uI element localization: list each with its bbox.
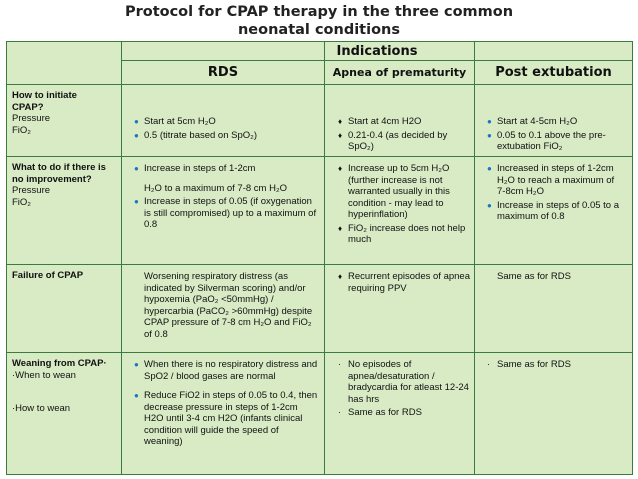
cell-text: 0.05 to 0.1 above the pre-extubation FiO… — [497, 129, 606, 153]
cell-text: Same as for RDS — [497, 359, 571, 370]
cell-text: Start at 4cm H2O — [348, 116, 422, 127]
row-label-line: What to do if there is — [12, 162, 106, 173]
cell-text: Increase up to 5cm H₂O (further increase… — [348, 163, 450, 220]
cell-text: Start at 5cm H₂O — [144, 116, 216, 127]
grid-line — [7, 84, 632, 85]
cell-text: Worsening respiratory distress (as indic… — [144, 271, 313, 340]
cell-text: Increase in steps of 0.05 to a maximum o… — [497, 199, 619, 223]
cell-text: FiO₂ increase does not help much — [348, 222, 466, 246]
dot-bullet-icon: · — [338, 359, 341, 369]
bullet-icon: ● — [487, 164, 492, 173]
row-label-failure: Failure of CPAP — [12, 270, 120, 282]
grid-line — [324, 42, 325, 474]
row-sublabel: ·When to wean — [12, 369, 76, 381]
row-label-line: How to initiate — [12, 90, 77, 101]
indications-header: Indications — [336, 44, 418, 59]
row-sublabel: FiO₂ — [12, 124, 31, 136]
row-sublabel: FiO₂ — [12, 196, 31, 208]
cell-text: Increase in steps of 0.05 (if oxygenatio… — [144, 196, 317, 230]
row-label-line: Failure of CPAP — [12, 270, 84, 281]
dot-bullet-icon: · — [338, 407, 341, 417]
bullet-icon: ● — [134, 164, 139, 173]
cell-text: No episodes of apnea/desaturation / brad… — [348, 359, 469, 405]
grid-line — [7, 352, 632, 353]
cell-improve-apnea: ♦ Increase up to 5cm H₂O (further increas… — [338, 163, 470, 248]
column-header-post-extubation: Post extubation — [495, 65, 612, 80]
cell-weaning-rds: ● When there is no respiratory distress a… — [134, 359, 319, 450]
cell-text: 0.21-0.4 (as decided by SpO₂) — [348, 129, 448, 153]
cell-failure-apnea: ♦ Recurrent episodes of apnea requiring P… — [338, 271, 470, 296]
diamond-bullet-icon: ♦ — [338, 130, 343, 140]
bullet-icon: ● — [134, 360, 139, 369]
cell-failure-rds: Worsening respiratory distress (as indic… — [134, 271, 319, 342]
bullet-icon: ● — [487, 200, 492, 210]
cell-text: Reduce FiO2 in steps of 0.05 to 0.4, the… — [144, 390, 318, 447]
row-sublabel: Pressure — [12, 185, 51, 196]
cell-failure-post: Same as for RDS — [487, 271, 625, 285]
cell-text: Same as for RDS — [497, 271, 571, 282]
cell-improve-rds: ● Increase in steps of 1-2cm H₂O to a max… — [134, 163, 319, 233]
cell-text: H₂O to a maximum of 7-8 cm H₂O — [144, 182, 288, 194]
cell-text: Recurrent episodes of apnea requiring PP… — [348, 271, 470, 294]
title-line-1: Protocol for CPAP therapy in the three c… — [124, 4, 514, 20]
cell-text: Increase in steps of 1-2cm — [144, 163, 256, 174]
diamond-bullet-icon: ♦ — [338, 272, 343, 281]
diamond-bullet-icon: ♦ — [338, 223, 343, 233]
cell-text: Start at 4-5cm H₂O — [497, 116, 578, 127]
bullet-icon: ● — [487, 117, 492, 126]
cell-text: 0.5 (titrate based on SpO₂) — [144, 129, 257, 141]
cell-initiate-rds: ● Start at 5cm H₂O ● 0.5 (titrate based on… — [134, 116, 319, 143]
cell-text: Increased in steps of 1-2cm H₂O to reach… — [497, 163, 615, 197]
cell-text: Same as for RDS — [348, 407, 422, 418]
cell-weaning-apnea: · No episodes of apnea/desaturation / bra… — [338, 359, 470, 421]
protocol-table: Indications RDS Apnea of prematurity Pos… — [6, 41, 633, 475]
cell-initiate-post: ● Start at 4-5cm H₂O ● 0.05 to 0.1 above t… — [487, 116, 625, 155]
bullet-icon: ● — [487, 130, 492, 140]
title-line-2: neonatal conditions — [237, 22, 400, 38]
diamond-bullet-icon: ♦ — [338, 117, 343, 126]
grid-line — [7, 156, 632, 157]
page-title: Protocol for CPAP therapy in the three c… — [0, 3, 638, 39]
grid-line — [121, 60, 632, 61]
row-label-initiate: How to initiate CPAP? Pressure FiO₂ — [12, 90, 120, 136]
cell-weaning-post: · Same as for RDS — [487, 359, 625, 373]
grid-line — [474, 42, 475, 474]
row-label-improve: What to do if there is no improvement? P… — [12, 162, 120, 208]
cell-text: When there is no respiratory distress an… — [144, 359, 318, 382]
bullet-icon: ● — [134, 130, 139, 140]
row-label-weaning: Weaning from CPAP· ·When to wean ·How to… — [12, 358, 120, 415]
bullet-icon: ● — [134, 391, 139, 400]
diamond-bullet-icon: ♦ — [338, 164, 343, 173]
grid-line — [7, 264, 632, 265]
cell-initiate-apnea: ♦ Start at 4cm H2O ♦ 0.21-0.4 (as decided … — [338, 116, 470, 155]
grid-line — [121, 42, 122, 474]
row-label-line: CPAP? — [12, 101, 44, 113]
dot-bullet-icon: · — [487, 359, 490, 369]
row-sublabel: ·How to wean — [12, 403, 71, 414]
row-sublabel: Pressure — [12, 113, 51, 124]
column-header-rds: RDS — [207, 65, 239, 80]
bullet-icon: ● — [134, 117, 139, 126]
row-label-line: no improvement? — [12, 173, 92, 185]
bullet-icon: ● — [134, 197, 139, 206]
row-label-line: Weaning from CPAP· — [12, 358, 107, 369]
cell-improve-post: ● Increased in steps of 1-2cm H₂O to reac… — [487, 163, 625, 225]
column-header-apnea: Apnea of prematurity — [332, 66, 467, 79]
